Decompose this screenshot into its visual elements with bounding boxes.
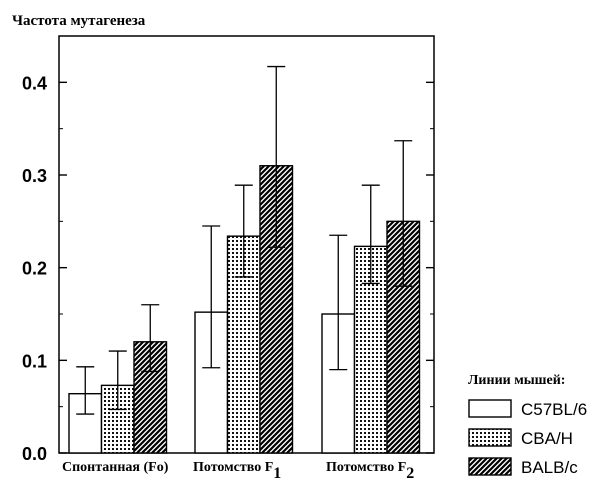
y-tick-label-1: 0.1 (22, 351, 47, 371)
error-bar-0-2 (329, 234, 348, 371)
y-axis: 0.0 0.1 0.2 0.3 0.4 (22, 35, 434, 464)
legend-label-balbc: BALB/c (521, 458, 578, 477)
bar-1-1 (226, 235, 261, 454)
legend-swatch-cbah (468, 428, 512, 447)
x-category-label-2: Потомство F2 (326, 460, 414, 482)
y-tick-label-3: 0.3 (22, 166, 47, 186)
legend-swatch-balbc (468, 457, 512, 476)
error-bar-0-1 (202, 225, 221, 369)
y-tick-label-2: 0.2 (22, 259, 47, 279)
legend-swatch-c57bl6 (468, 399, 512, 418)
legend-label-cbah: CBA/H (521, 429, 573, 448)
error-bar-2-0 (141, 304, 160, 373)
error-bar-1-1 (234, 184, 253, 278)
y-tick-label-0: 0.0 (22, 444, 47, 464)
legend-label-c57bl6: C57BL/6 (521, 400, 587, 419)
legend: Линии мышей: C57BL/6 CBA/H BALB/c (468, 373, 587, 477)
chart-title: Частота мутагенеза (12, 13, 146, 29)
legend-title: Линии мышей: (468, 373, 565, 388)
error-bar-1-2 (361, 184, 380, 285)
x-category-label-1: Потомство F1 (193, 460, 281, 482)
error-bar-2-2 (394, 140, 413, 287)
error-bar-2-1 (267, 65, 286, 248)
x-category-label-0: Спонтанная (Fo) (62, 460, 169, 475)
y-tick-label-4: 0.4 (22, 73, 47, 93)
error-bars-layer (76, 65, 413, 415)
error-bar-0-0 (76, 366, 95, 415)
error-bar-1-0 (108, 350, 127, 411)
x-axis: Спонтанная (Fo) Потомство F1 Потомство F2 (62, 460, 414, 482)
